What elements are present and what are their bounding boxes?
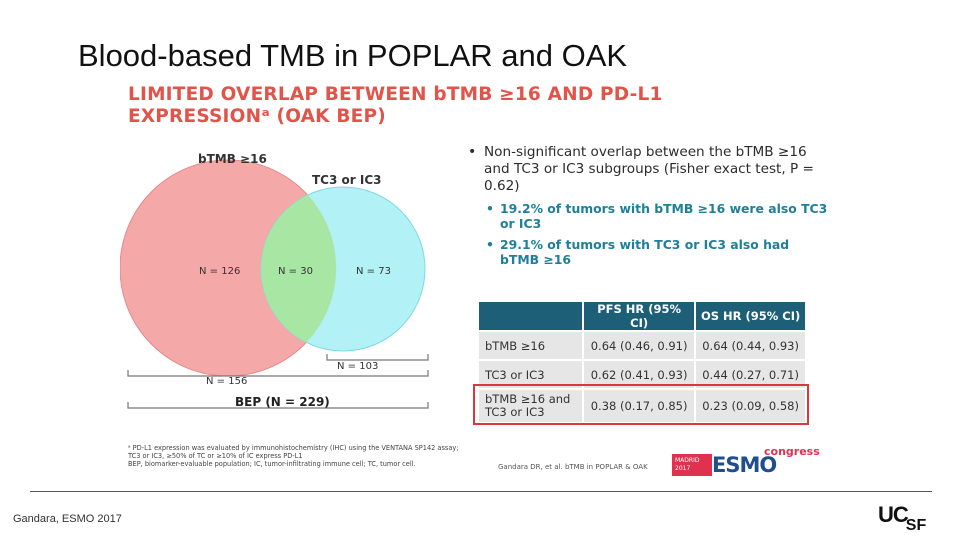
bullet-overlap-finding: Non-significant overlap between the bTMB… <box>468 144 828 195</box>
table-row-label: bTMB ≥16 and TC3 or IC3 <box>477 388 584 424</box>
footnote-line: TC3 or IC3, ≥50% of TC or ≥10% of IC exp… <box>128 452 303 460</box>
table-header-cell: OS HR (95% CI) <box>694 300 807 332</box>
footnote: ᵃ PD-L1 expression was evaluated by immu… <box>128 444 500 468</box>
table-row-label-line-2: TC3 or IC3 <box>485 405 545 419</box>
venn-set-b-label: TC3 or IC3 <box>312 173 381 187</box>
citation: Gandara DR, et al. bTMB in POPLAR & OAK <box>498 463 648 471</box>
oak-bep-figure-panel: LIMITED OVERLAP BETWEEN bTMB ≥16 AND PD-… <box>120 80 827 480</box>
venn-diagram: bTMB ≥16 TC3 or IC3 N = 126 N = 30 N = 7… <box>120 152 429 409</box>
table-cell-os: 0.23 (0.09, 0.58) <box>694 388 807 424</box>
panel-heading: LIMITED OVERLAP BETWEEN bTMB ≥16 AND PD-… <box>128 84 663 128</box>
venn-overlap-region <box>261 187 336 351</box>
table-cell-pfs: 0.64 (0.46, 0.91) <box>581 330 697 361</box>
sub-bullet-item: 29.1% of tumors with TC3 or IC3 also had… <box>486 237 828 267</box>
slide-title: Blood-based TMB in POPLAR and OAK <box>78 38 628 73</box>
ucsf-logo-uc: UC <box>878 502 909 527</box>
venn-set-a-label: bTMB ≥16 <box>198 152 267 166</box>
panel-heading-line-1: LIMITED OVERLAP BETWEEN bTMB ≥16 AND PD-… <box>128 84 663 105</box>
venn-bep-total: BEP (N = 229) <box>235 395 330 409</box>
table-header-row: PFS HR (95% CI) OS HR (95% CI) <box>477 300 807 332</box>
venn-set-b-total: N = 103 <box>337 361 378 372</box>
esmo-congress-text: congress <box>764 445 820 458</box>
venn-overlap-count: N = 30 <box>278 266 313 277</box>
table-header-cell <box>477 300 584 332</box>
table-header-cell: PFS HR (95% CI) <box>581 300 697 332</box>
esmo-year-text: 2017 <box>675 465 691 472</box>
venn-set-b-bracket <box>326 354 429 361</box>
venn-bep-bracket <box>127 402 429 409</box>
ucsf-logo-sf: SF <box>905 517 927 534</box>
footer-divider <box>30 491 932 492</box>
table-row-label-line-1: bTMB ≥16 and <box>485 392 571 406</box>
panel-heading-line-2: EXPRESSIONᵃ (OAK BEP) <box>128 106 386 127</box>
sub-bullet-list: 19.2% of tumors with bTMB ≥16 were also … <box>468 201 828 267</box>
table-row: bTMB ≥16 0.64 (0.46, 0.91) 0.64 (0.44, 0… <box>477 330 807 361</box>
footer-credit: Gandara, ESMO 2017 <box>13 513 122 525</box>
ucsf-logo: UCSF <box>878 502 926 534</box>
footnote-line: BEP, biomarker-evaluable population; IC,… <box>128 460 416 468</box>
table-row-highlight-box <box>473 384 809 425</box>
esmo-logo-wordmark: ESMO <box>712 453 777 477</box>
table-cell-os: 0.64 (0.44, 0.93) <box>694 330 807 361</box>
sub-bullet-item: 19.2% of tumors with bTMB ≥16 were also … <box>486 201 828 231</box>
venn-only-b-count: N = 73 <box>356 266 391 277</box>
venn-set-a-bracket <box>127 370 429 377</box>
footnote-line: ᵃ PD-L1 expression was evaluated by immu… <box>128 444 459 452</box>
table-row-highlighted: bTMB ≥16 and TC3 or IC3 0.38 (0.17, 0.85… <box>477 388 807 424</box>
esmo-madrid-badge: MADRID 2017 <box>672 454 712 476</box>
table-cell-pfs: 0.38 (0.17, 0.85) <box>581 388 697 424</box>
esmo-madrid-text: MADRID <box>675 457 700 464</box>
venn-only-a-count: N = 126 <box>199 266 240 277</box>
table-row-label: bTMB ≥16 <box>477 330 584 361</box>
findings-bullets: Non-significant overlap between the bTMB… <box>468 144 828 273</box>
venn-set-a-total: N = 156 <box>206 376 247 387</box>
